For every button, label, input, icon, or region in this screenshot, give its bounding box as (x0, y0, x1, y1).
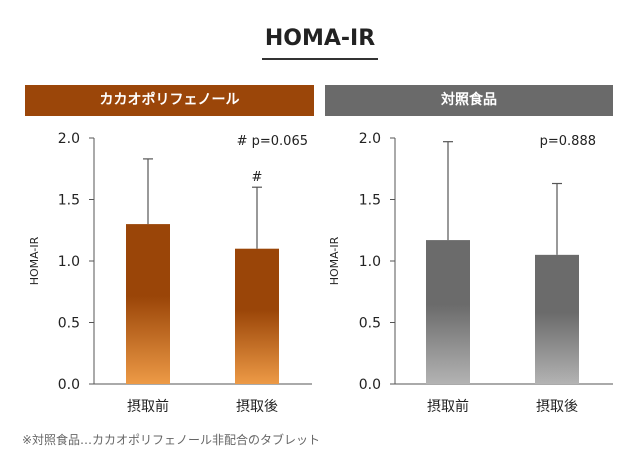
control-panel-banner: 対照食品 (325, 85, 613, 116)
y-axis-label: HOMA-IR (328, 236, 341, 285)
x-category-label: 摂取後 (236, 399, 278, 415)
footnote: ※対照食品…カカオポリフェノール非配合のタブレット (22, 433, 321, 447)
y-tick-label: 1.5 (359, 193, 381, 209)
significance-mark: # (252, 170, 263, 185)
cacao-panel-banner: カカオポリフェノール (25, 85, 314, 116)
y-tick-label: 0.0 (359, 377, 381, 393)
y-tick-label: 1.5 (58, 193, 80, 209)
bar (535, 254, 579, 384)
x-category-label: 摂取後 (536, 399, 578, 415)
bar (126, 224, 170, 384)
y-tick-label: 2.0 (58, 131, 80, 147)
bar (235, 248, 279, 384)
y-axis-label: HOMA-IR (28, 236, 41, 285)
y-tick-label: 2.0 (359, 131, 381, 147)
title-underline (262, 58, 378, 60)
y-tick-label: 1.0 (58, 254, 80, 270)
p-value-annotation: p=0.888 (540, 134, 596, 149)
y-tick-label: 1.0 (359, 254, 381, 270)
x-category-label: 摂取前 (127, 398, 169, 415)
p-value-annotation: # p=0.065 (237, 134, 308, 149)
chart-main-title: HOMA-IR (264, 26, 376, 51)
x-category-label: 摂取前 (427, 398, 469, 415)
bar (426, 240, 470, 384)
y-tick-label: 0.5 (359, 316, 381, 332)
y-tick-label: 0.0 (58, 377, 80, 393)
y-tick-label: 0.5 (58, 316, 80, 332)
